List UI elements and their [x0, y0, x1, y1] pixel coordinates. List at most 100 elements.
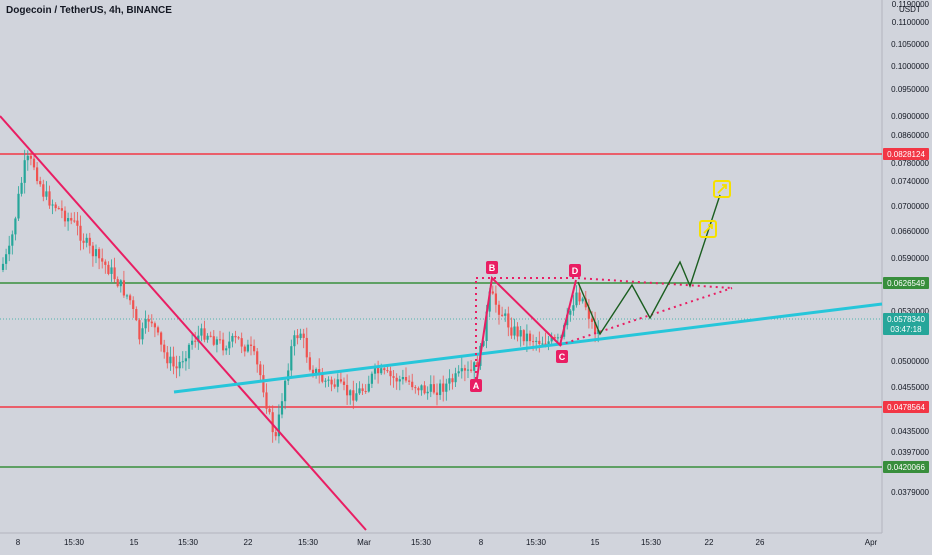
candle-body — [76, 220, 79, 226]
x-tick-label: 15:30 — [641, 538, 662, 547]
candle-body — [5, 254, 8, 264]
candle-body — [194, 340, 197, 342]
price-scale[interactable] — [882, 0, 932, 533]
candle-body — [439, 383, 442, 396]
x-tick-label: 22 — [705, 538, 714, 547]
x-tick-label: 15 — [591, 538, 600, 547]
candle-body — [268, 408, 271, 413]
candle-body — [274, 432, 277, 437]
candle-body — [311, 369, 315, 375]
candle-body — [280, 401, 284, 415]
candle-body — [91, 245, 94, 257]
candle-body — [324, 380, 327, 382]
candle-body — [522, 330, 525, 342]
candle-body — [110, 267, 113, 274]
candle-body — [466, 369, 470, 371]
price-tag-label: 0.0626549 — [887, 279, 925, 288]
price-tag-label: 03:47:18 — [890, 325, 922, 334]
candle-body — [352, 390, 355, 401]
candle-body — [166, 352, 169, 364]
price-tag[interactable] — [883, 277, 929, 289]
candle-body — [411, 381, 414, 388]
y-tick-label: 0.0530000 — [891, 307, 929, 316]
y-tick-label: 0.0860000 — [891, 131, 929, 140]
triangle-upper-dotted[interactable] — [476, 277, 733, 289]
y-tick-label: 0.0455000 — [891, 383, 929, 392]
price-tag[interactable] — [883, 313, 929, 325]
candle-body — [163, 344, 166, 353]
candle-body — [482, 340, 485, 346]
candle-body — [256, 351, 259, 365]
y-tick-label: 0.0660000 — [891, 227, 929, 236]
y-tick-label: 0.0700000 — [891, 202, 929, 211]
candle-body — [423, 385, 426, 394]
candle-body — [373, 367, 377, 374]
candle-body — [333, 384, 336, 387]
candle-body — [187, 344, 191, 359]
x-tick-label: 15:30 — [298, 538, 319, 547]
candle-body — [572, 305, 575, 311]
candle-body — [361, 388, 364, 392]
y-tick-label: 0.1190000 — [892, 0, 930, 9]
candle-body — [414, 387, 417, 389]
candle-body — [144, 319, 147, 329]
time-scale[interactable] — [0, 533, 882, 550]
candle-body — [135, 309, 138, 321]
y-tick-label: 0.0950000 — [891, 85, 929, 94]
pattern-label-box — [569, 264, 581, 277]
plot-background — [0, 0, 882, 550]
candle-body — [457, 371, 460, 374]
candle-body — [246, 344, 249, 352]
candle-body — [504, 313, 507, 316]
currency-label: USDT — [899, 5, 921, 14]
candle-body — [1, 263, 5, 270]
price-tag[interactable] — [883, 323, 929, 335]
y-tick-label: 0.0590000 — [891, 254, 929, 263]
candle-body — [470, 369, 473, 371]
candle-body — [101, 258, 104, 262]
price-tag[interactable] — [883, 148, 929, 160]
candle-body — [389, 370, 392, 377]
candle-body — [497, 304, 501, 315]
candle-body — [116, 279, 119, 287]
candle-body — [513, 326, 516, 336]
candle-body — [237, 337, 240, 339]
candle-body — [525, 333, 528, 342]
candle-body — [26, 155, 29, 161]
price-tag[interactable] — [883, 461, 929, 473]
projection-path[interactable] — [577, 194, 721, 336]
candle-body — [476, 362, 479, 366]
candle-body — [240, 338, 243, 347]
candle-body — [287, 370, 290, 381]
candle-body — [336, 379, 339, 387]
candle-body — [315, 369, 318, 375]
candle-body — [23, 160, 26, 183]
pattern-label-box — [556, 350, 568, 363]
candle-body — [17, 193, 20, 219]
abcd-pattern[interactable] — [475, 275, 577, 386]
candle-body — [169, 356, 172, 364]
candle-body — [541, 343, 544, 345]
pattern-label-box — [486, 261, 498, 274]
triangle-lower-dotted[interactable] — [559, 287, 733, 346]
candle-body — [218, 339, 222, 341]
candle-body — [284, 380, 287, 402]
y-tick-label: 0.0900000 — [891, 112, 929, 121]
candle-body — [510, 327, 513, 336]
target-marker-icon — [713, 180, 731, 198]
candle-body — [590, 318, 594, 322]
candle-body — [200, 328, 203, 336]
candle-body — [569, 310, 572, 315]
pattern-label-text: C — [559, 352, 566, 362]
candle-body — [401, 376, 404, 380]
descending-trendline[interactable] — [0, 115, 367, 531]
price-tag[interactable] — [883, 401, 929, 413]
ascending-trendline[interactable] — [173, 302, 883, 394]
candle-body — [253, 345, 256, 352]
candle-body — [129, 295, 132, 301]
candle-body — [36, 167, 39, 182]
candle-body — [98, 249, 101, 259]
candle-body — [296, 335, 299, 339]
